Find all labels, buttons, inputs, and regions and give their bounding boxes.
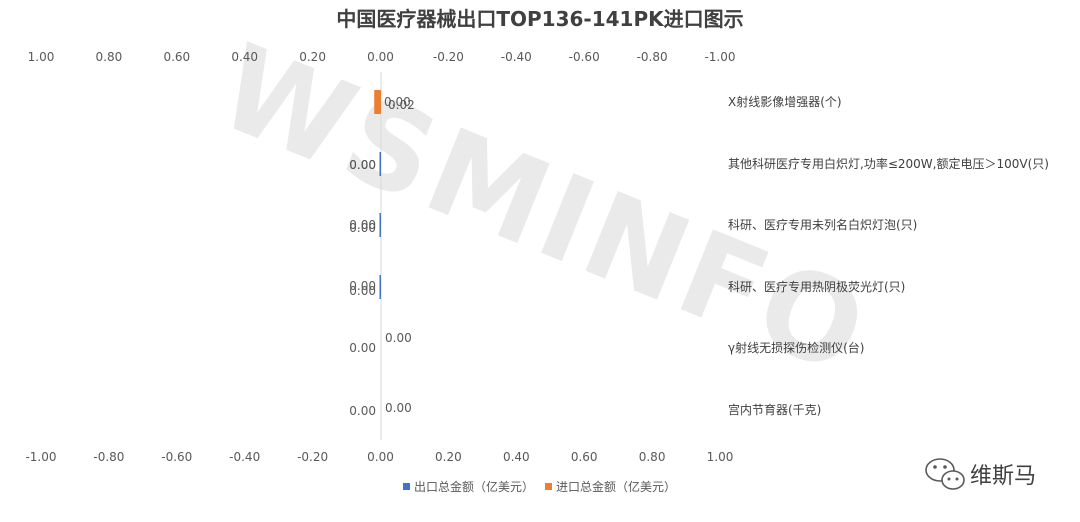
bottom-axis-tick: 0.80	[639, 450, 666, 464]
top-axis-tick: -0.80	[637, 50, 668, 64]
export-bar	[379, 213, 381, 237]
category-label: 其他科研医疗专用白炽灯,功率≤200W,额定电压＞100V(只)	[728, 156, 1049, 171]
export-data-label: 0.00	[349, 341, 376, 355]
category-label: 科研、医疗专用热阴极荧光灯(只)	[728, 279, 905, 294]
import-bar	[374, 90, 381, 114]
bottom-axis-tick: -0.20	[297, 450, 328, 464]
bottom-axis-tick: -0.40	[229, 450, 260, 464]
top-axis-tick: -1.00	[704, 50, 735, 64]
bottom-axis-tick: 0.00	[367, 450, 394, 464]
top-axis-tick: 1.00	[28, 50, 55, 64]
legend-label-export: 出口总金额（亿美元）	[414, 479, 534, 494]
import-data-label: 0.00	[349, 158, 376, 172]
legend-swatch-export	[403, 483, 410, 490]
import-data-label: 0.00	[349, 221, 376, 235]
export-bar	[379, 152, 381, 176]
export-bar	[379, 275, 381, 299]
export-data-label: 0.00	[349, 218, 376, 232]
top-axis-tick: -0.60	[569, 50, 600, 64]
export-data-label: 0.00	[349, 158, 376, 172]
bottom-axis-tick: 0.40	[503, 450, 530, 464]
brand-text: 维斯马	[970, 464, 1036, 489]
import-data-label: 0.00	[385, 401, 412, 415]
wechat-icon	[925, 458, 965, 490]
top-axis-tick: 0.00	[367, 50, 394, 64]
legend-label-import: 进口总金额（亿美元）	[556, 479, 676, 494]
import-data-label: 0.02	[388, 98, 415, 112]
export-data-label: 0.00	[384, 95, 411, 109]
export-data-label: 0.00	[349, 279, 376, 293]
category-label: 宫内节育器(千克)	[728, 402, 821, 417]
bottom-axis-tick: 0.60	[571, 450, 598, 464]
export-data-label: 0.00	[349, 404, 376, 418]
bottom-axis-tick: 0.20	[435, 450, 462, 464]
top-axis-tick: 0.80	[96, 50, 123, 64]
legend-swatch-import	[545, 483, 552, 490]
bottom-axis-tick: 1.00	[707, 450, 734, 464]
top-axis-tick: 0.40	[231, 50, 258, 64]
category-label: γ射线无损探伤检测仪(台)	[728, 340, 864, 355]
bottom-axis-tick: -0.60	[161, 450, 192, 464]
bottom-axis-tick: -1.00	[25, 450, 56, 464]
top-axis-tick: -0.20	[433, 50, 464, 64]
bottom-axis-tick: -0.80	[93, 450, 124, 464]
import-data-label: 0.00	[385, 331, 412, 345]
top-axis-tick: 0.60	[163, 50, 190, 64]
import-data-label: 0.00	[349, 284, 376, 298]
top-axis-tick: -0.40	[501, 50, 532, 64]
category-label: 科研、医疗专用未列名白炽灯泡(只)	[728, 217, 917, 232]
category-label: X射线影像增强器(个)	[728, 94, 842, 109]
top-axis-tick: 0.20	[299, 50, 326, 64]
chart-title: 中国医疗器械出口TOP136-141PK进口图示	[336, 7, 743, 31]
